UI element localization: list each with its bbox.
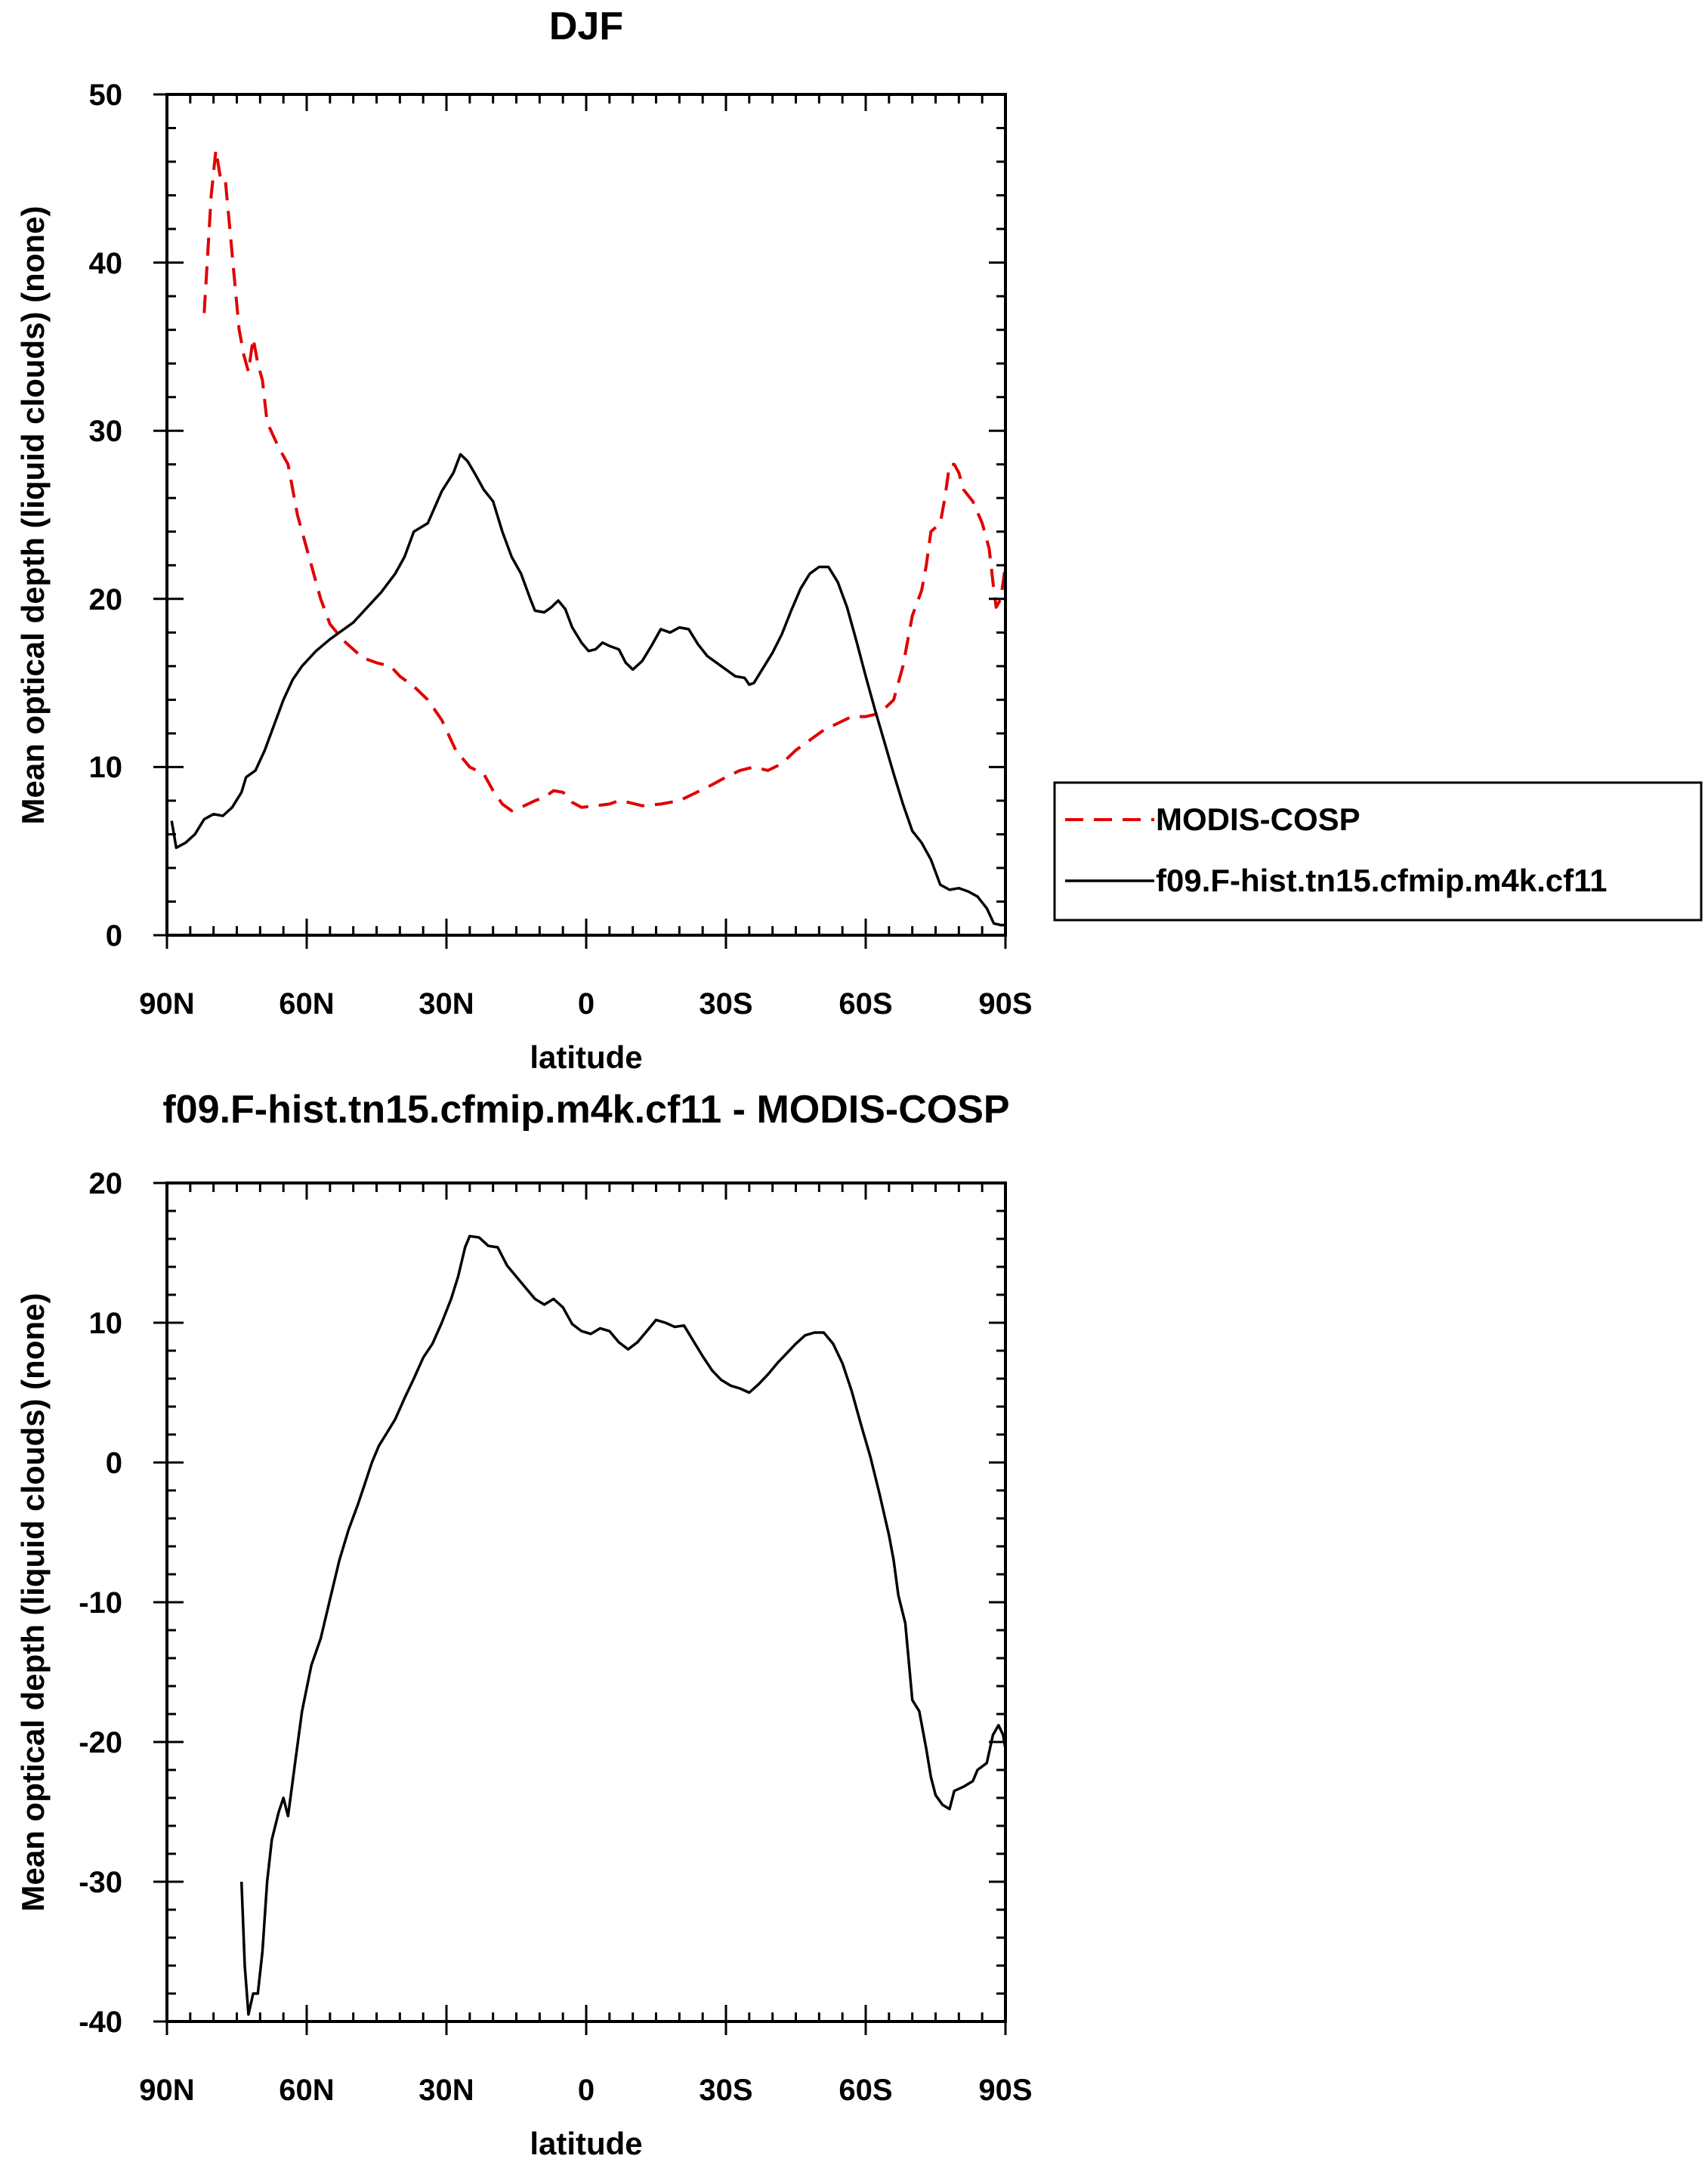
bottom-y-tick-label: 10: [89, 1307, 123, 1340]
top-plot-frame: [165, 93, 1007, 937]
bottom-chart-title: f09.F-hist.tn15.cfmip.m4k.cf11 - MODIS-C…: [162, 1088, 1009, 1132]
bottom-ticks: [153, 1181, 1007, 2035]
top-series-line-0: [202, 148, 1007, 813]
top-x-tick-label: 0: [578, 987, 595, 1021]
legend-label-modis: MODIS-COSP: [1156, 801, 1361, 837]
bottom-x-tick-label: 90N: [139, 2074, 194, 2107]
bottom-plot-content: [239, 1234, 1007, 2016]
bottom-x-axis-label: latitude: [530, 2126, 642, 2161]
top-y-tick-label: 20: [89, 583, 123, 616]
bottom-x-tick-label: 90S: [978, 2074, 1032, 2107]
top-x-tick-label: 60S: [839, 987, 892, 1021]
bottom-x-tick-label: 0: [578, 2074, 595, 2107]
bottom-y-tick-label: -40: [79, 2006, 122, 2039]
bottom-x-tick-label: 60N: [279, 2074, 334, 2107]
legend-box: [1053, 781, 1703, 922]
bottom-y-tick-label: -20: [79, 1726, 122, 1759]
top-x-tick-label: 30N: [419, 987, 474, 1021]
top-ticks: [153, 93, 1007, 949]
top-y-axis-label: Mean optical depth (liquid clouds) (none…: [15, 206, 51, 825]
bottom-y-tick-label: -30: [79, 1866, 122, 1899]
bottom-x-tick-label: 60S: [839, 2074, 892, 2107]
bottom-x-tick-label: 30N: [419, 2074, 474, 2107]
bottom-x-tick-label: 30S: [699, 2074, 752, 2107]
top-y-tick-label: 30: [89, 415, 123, 448]
top-chart-title: DJF: [549, 5, 623, 48]
legend-label-model: f09.F-hist.tn15.cfmip.m4k.cf11: [1156, 863, 1608, 898]
top-y-tick-label: 10: [89, 751, 123, 784]
bottom-y-axis-label: Mean optical depth (liquid clouds) (none…: [15, 1293, 51, 1912]
bottom-chart: f09.F-hist.tn15.cfmip.m4k.cf11 - MODIS-C…: [15, 1088, 1033, 2161]
top-x-tick-label: 90S: [978, 987, 1032, 1021]
top-x-axis-label: latitude: [530, 1039, 642, 1075]
bottom-x-tick-labels: 90N 60N 30N 0 30S 60S 90S: [139, 2074, 1032, 2107]
legend: MODIS-COSP f09.F-hist.tn15.cfmip.m4k.cf1…: [1053, 781, 1703, 922]
top-y-tick-label: 0: [106, 919, 122, 953]
top-y-tick-labels: 0 10 20 30 40 50: [89, 79, 123, 953]
bottom-y-tick-label: 20: [89, 1167, 123, 1200]
bottom-plot-frame: [165, 1181, 1007, 2023]
top-y-tick-label: 50: [89, 79, 123, 112]
top-plot-content: [170, 148, 1007, 927]
top-x-tick-labels: 90N 60N 30N 0 30S 60S 90S: [139, 987, 1032, 1021]
bottom-y-tick-label: -10: [79, 1586, 122, 1620]
top-x-tick-label: 60N: [279, 987, 334, 1021]
top-y-tick-label: 40: [89, 247, 123, 280]
top-x-tick-label: 30S: [699, 987, 752, 1021]
bottom-y-tick-labels: -40 -30 -20 -10 0 10 20: [79, 1167, 122, 2039]
top-x-tick-label: 90N: [139, 987, 194, 1021]
top-chart: DJF 90N 60N 30N 0 30S 60S 90S 0 10 20 30…: [15, 5, 1703, 1075]
bottom-y-tick-label: 0: [106, 1447, 122, 1480]
top-series-line-1: [170, 452, 1005, 927]
bottom-series-line-0: [239, 1234, 1007, 2016]
